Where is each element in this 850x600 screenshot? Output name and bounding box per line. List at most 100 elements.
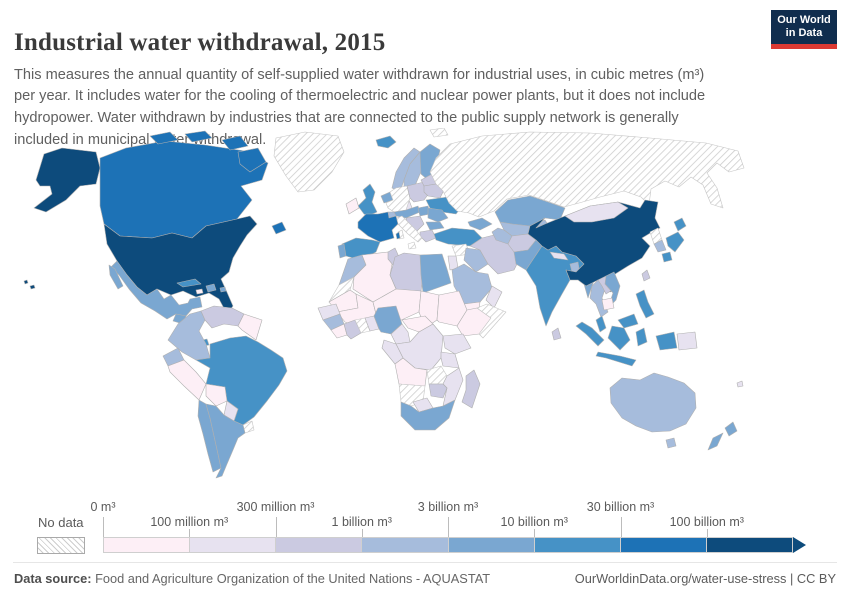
country-tanzania[interactable] — [440, 351, 460, 369]
country-madagascar[interactable] — [461, 369, 481, 409]
country-tasmania[interactable] — [665, 437, 677, 449]
country-iceland[interactable] — [375, 135, 397, 149]
page-title: Industrial water withdrawal, 2015 — [14, 28, 386, 56]
country-hawaii[interactable] — [29, 284, 36, 290]
country-new-zealand-north[interactable] — [724, 421, 738, 437]
legend-tick — [706, 529, 708, 537]
country-taiwan[interactable] — [641, 269, 651, 282]
country-greece[interactable] — [419, 229, 437, 243]
legend-tick — [448, 517, 449, 537]
country-philippines[interactable] — [635, 289, 655, 319]
country-japan-honshu[interactable] — [665, 231, 685, 253]
country-venezuela[interactable] — [200, 305, 245, 329]
country-japan-hokkaido[interactable] — [673, 217, 687, 232]
legend-label: 3 billion m³ — [417, 500, 479, 514]
legend-segment-3[interactable] — [275, 538, 362, 552]
country-mexico-baja[interactable] — [108, 264, 124, 290]
country-fiji[interactable] — [736, 380, 744, 388]
country-bolivia[interactable] — [205, 383, 228, 407]
country-indonesia-kalimantan[interactable] — [607, 325, 631, 351]
country-cuba[interactable] — [176, 278, 202, 288]
country-malaysia-borneo[interactable] — [617, 313, 639, 329]
country-hispaniola[interactable] — [205, 283, 217, 293]
country-canada-island[interactable] — [149, 131, 179, 145]
country-france[interactable] — [357, 211, 399, 243]
country-new-zealand-south[interactable] — [707, 432, 724, 451]
legend-segment-1[interactable] — [104, 538, 190, 552]
country-jamaica[interactable] — [195, 288, 204, 295]
country-cameroon[interactable] — [390, 323, 411, 345]
country-papua-new-guinea[interactable] — [676, 331, 698, 351]
country-mongolia[interactable] — [564, 201, 629, 223]
country-italy[interactable] — [395, 215, 423, 243]
country-kenya[interactable] — [442, 333, 472, 355]
country-malaysia[interactable] — [595, 315, 607, 333]
legend-segment-4[interactable] — [361, 538, 448, 552]
legend-segment-2[interactable] — [189, 538, 276, 552]
country-zimbabwe[interactable] — [428, 383, 448, 399]
legend-tick — [103, 517, 104, 537]
country-caucasus[interactable] — [467, 217, 493, 231]
country-china[interactable] — [527, 199, 661, 287]
country-bulgaria[interactable] — [425, 221, 445, 231]
legend-segment-8[interactable] — [705, 538, 792, 552]
country-argentina[interactable] — [205, 403, 246, 479]
country-nepal[interactable] — [549, 251, 569, 261]
chart-subtitle: This measures the annual quantity of sel… — [14, 66, 706, 149]
legend-label: 30 billion m³ — [586, 500, 655, 514]
owid-logo[interactable]: Our World in Data — [771, 10, 837, 49]
country-egypt[interactable] — [419, 253, 452, 294]
legend-label: 1 billion m³ — [331, 515, 392, 529]
legend-tick — [534, 529, 536, 537]
country-mexico[interactable] — [110, 260, 203, 320]
country-south-korea[interactable] — [653, 239, 667, 253]
country-canada-island[interactable] — [221, 135, 249, 151]
legend-color-bar[interactable] — [103, 537, 793, 553]
country-libya[interactable] — [389, 252, 425, 292]
legend-tick — [620, 517, 622, 537]
legend-segment-7[interactable] — [619, 538, 706, 552]
legend-label: 300 million m³ — [236, 500, 315, 514]
country-indonesia-sumatra[interactable] — [575, 321, 605, 347]
country-canada-newfoundland[interactable] — [271, 221, 287, 235]
country-canada-island[interactable] — [184, 130, 213, 143]
country-ireland[interactable] — [345, 197, 360, 215]
legend-segment-5[interactable] — [447, 538, 534, 552]
footer-divider — [13, 562, 837, 563]
country-romania[interactable] — [427, 207, 449, 223]
country-indonesia-java[interactable] — [595, 351, 637, 367]
country-colombia[interactable] — [167, 310, 211, 361]
country-sicily[interactable] — [407, 241, 417, 250]
country-russia[interactable] — [429, 131, 745, 218]
legend-label: 100 billion m³ — [669, 515, 744, 529]
country-uk[interactable] — [357, 183, 378, 217]
owid-logo-line1: Our World — [777, 13, 831, 26]
country-brazil[interactable] — [195, 335, 288, 426]
legend-label: 100 million m³ — [150, 515, 229, 529]
country-puerto-rico[interactable] — [219, 286, 227, 293]
country-canada-baffin[interactable] — [237, 147, 267, 173]
legend-label: 10 billion m³ — [500, 515, 568, 529]
country-alaska[interactable] — [33, 147, 101, 213]
country-indonesia-papua[interactable] — [655, 331, 678, 351]
data-source-label: Data source: — [14, 571, 92, 586]
country-greenland[interactable] — [273, 131, 345, 193]
country-japan-kyushu[interactable] — [661, 251, 673, 263]
country-south-africa[interactable] — [400, 399, 456, 431]
country-guyanas[interactable] — [237, 313, 263, 341]
legend-segment-6[interactable] — [533, 538, 620, 552]
country-hawaii[interactable] — [23, 279, 29, 285]
country-indonesia-sulawesi[interactable] — [635, 327, 648, 347]
country-sri-lanka[interactable] — [551, 327, 562, 341]
country-australia[interactable] — [609, 372, 697, 433]
country-portugal[interactable] — [337, 243, 347, 259]
legend-no-data-swatch[interactable] — [37, 537, 85, 554]
country-corsica[interactable] — [395, 231, 401, 240]
country-svalbard[interactable] — [429, 128, 449, 138]
legend-tick — [361, 529, 363, 537]
owid-link[interactable]: OurWorldinData.org/water-use-stress | CC… — [574, 571, 836, 586]
country-peru[interactable] — [167, 359, 207, 401]
country-cambodia[interactable] — [601, 297, 615, 311]
country-laos[interactable] — [597, 275, 613, 295]
country-somalia[interactable] — [476, 303, 507, 339]
